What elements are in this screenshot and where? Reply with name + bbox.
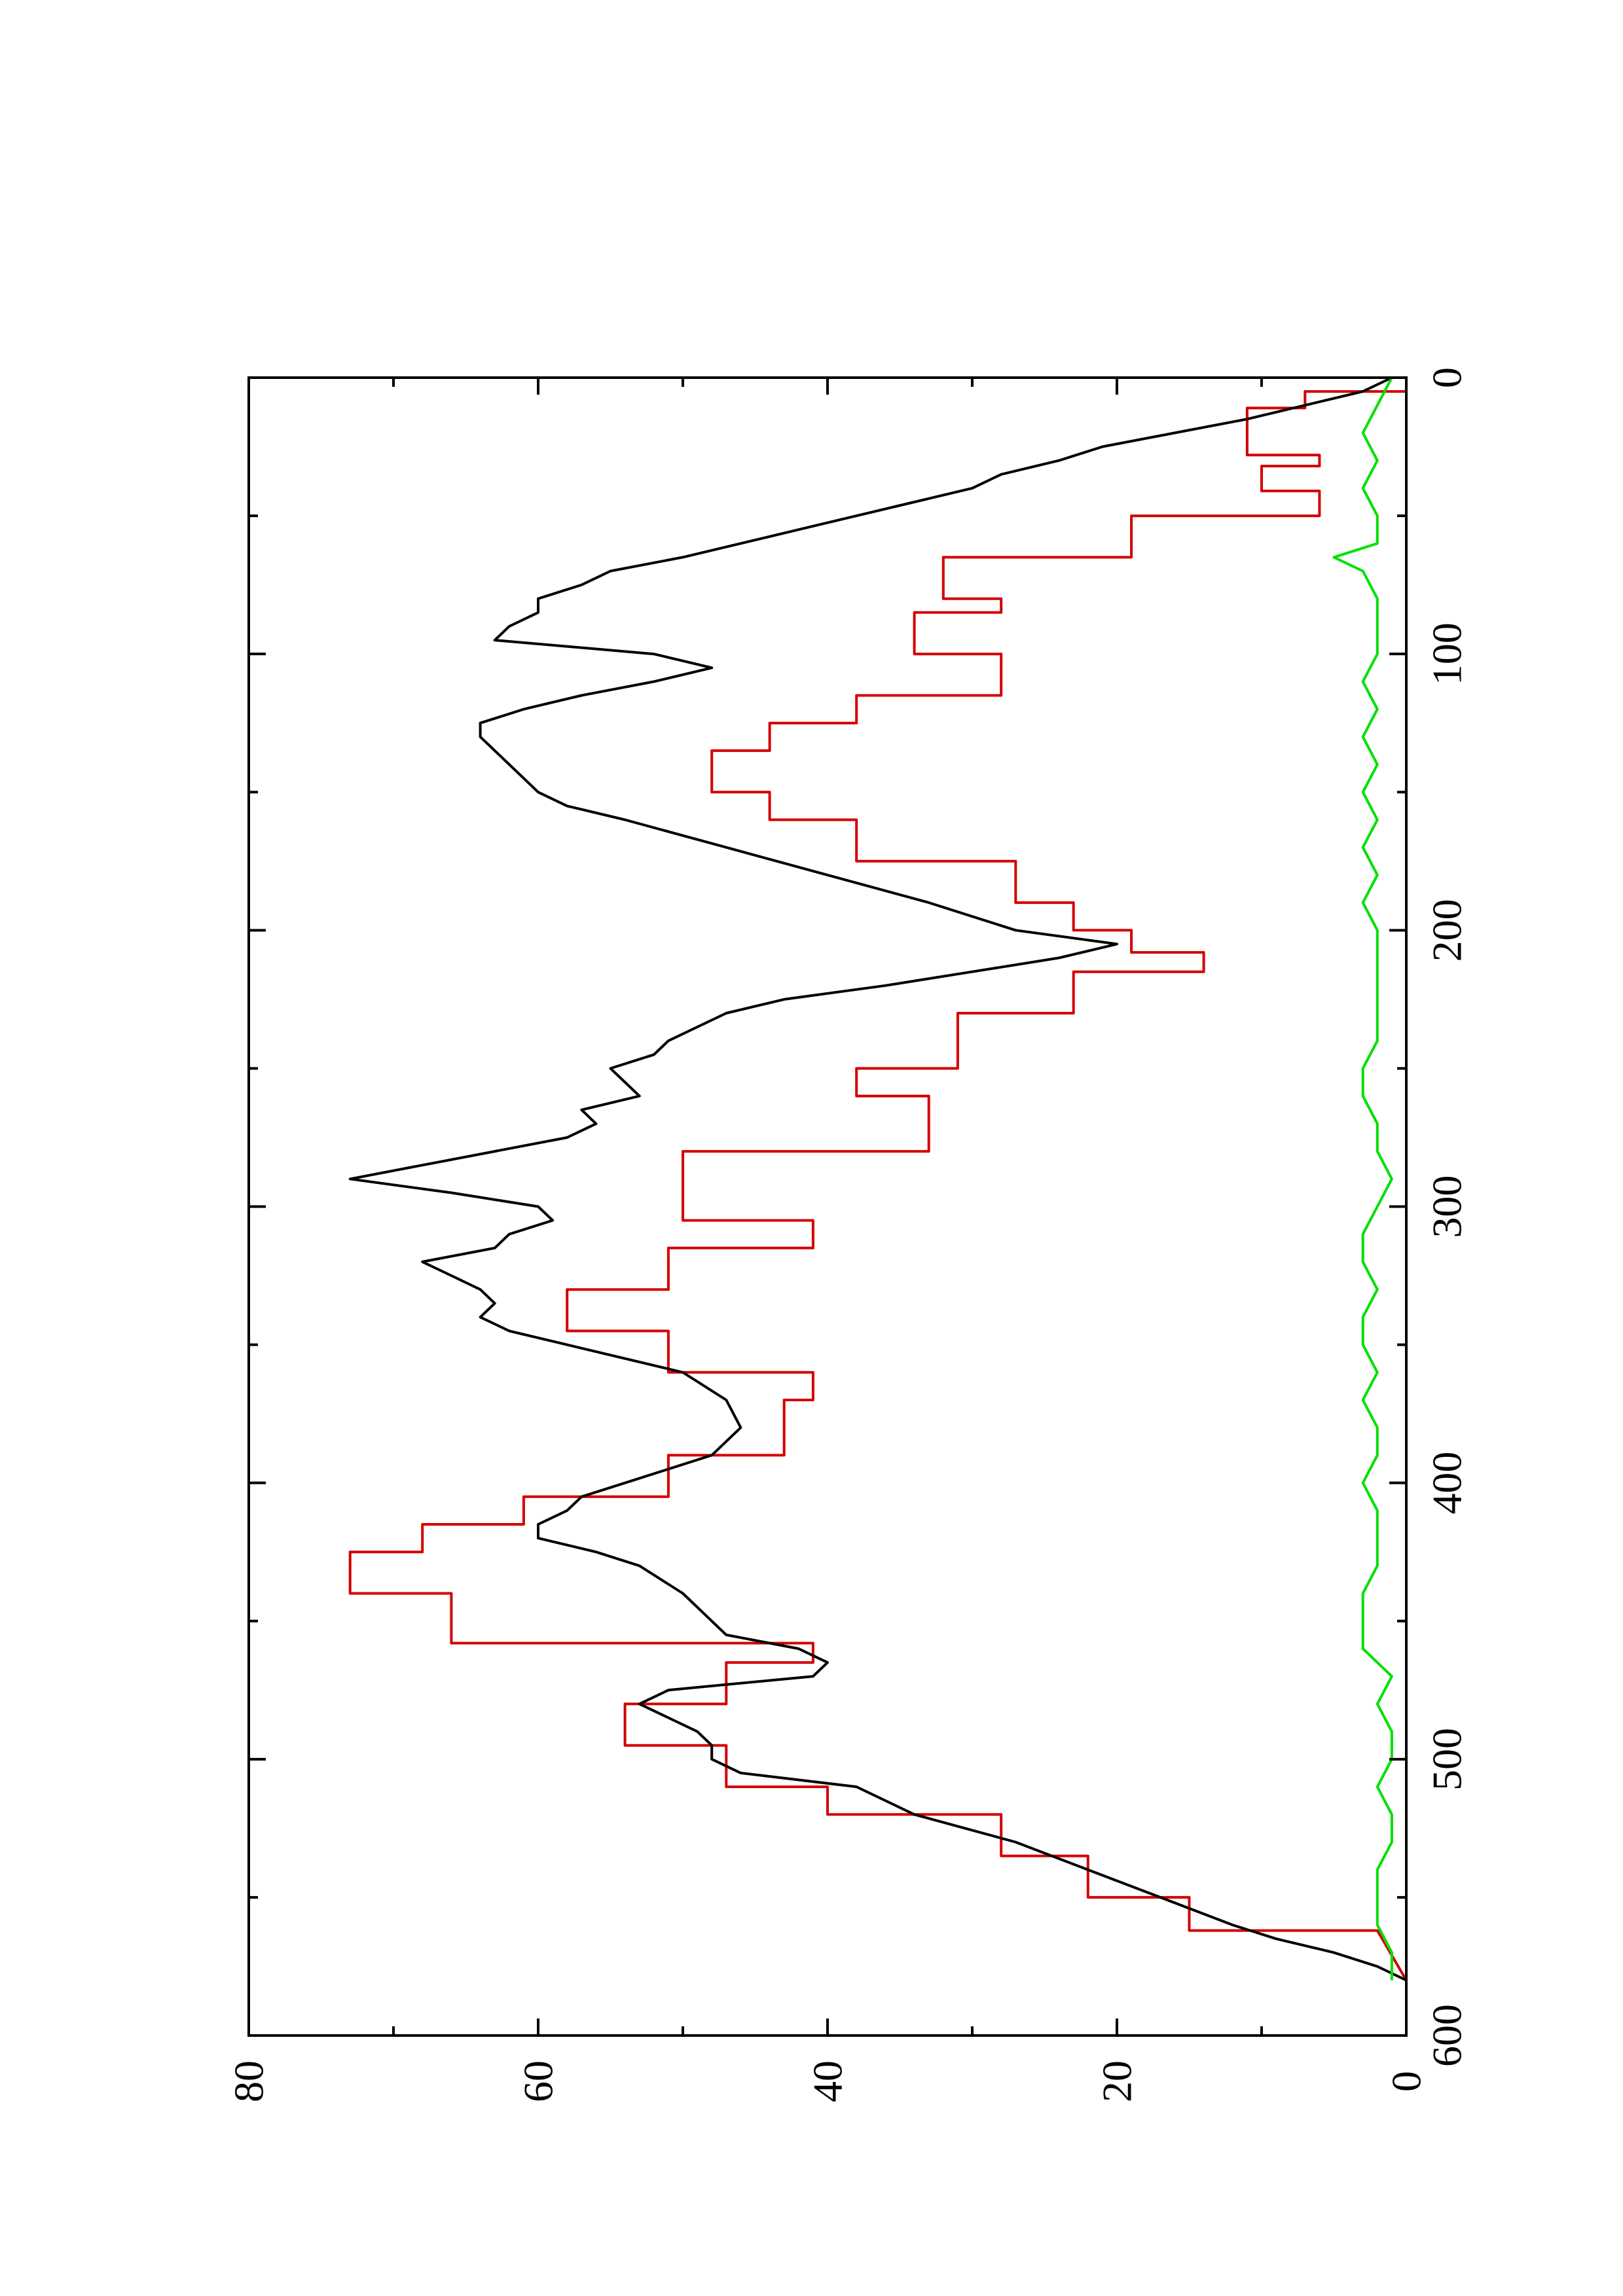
y-tick-label-20: 20 (1094, 2060, 1140, 2102)
series-line-2 (1332, 377, 1393, 1981)
labels-layer: 0 100 200 300 400 500 600 0 20 40 60 80 (226, 367, 1470, 2102)
x-tick-label-200: 200 (1424, 899, 1470, 961)
x-tick-label-300: 300 (1424, 1175, 1470, 1238)
series-layer (348, 376, 1408, 1982)
y-tick-label-80: 80 (226, 2060, 272, 2102)
series-line-1 (348, 376, 1407, 1982)
y-tick-label-40: 40 (805, 2060, 851, 2102)
series-line-0 (348, 378, 1408, 1981)
x-tick-label-100: 100 (1424, 622, 1470, 685)
x-tick-label-600: 600 (1424, 2004, 1470, 2067)
x-tick-label-500: 500 (1424, 1728, 1470, 1791)
y-tick-label-60: 60 (515, 2060, 562, 2102)
y-tick-label-0: 0 (1383, 2071, 1430, 2092)
ticks-layer (247, 376, 1408, 2037)
x-tick-label-0: 0 (1424, 367, 1470, 388)
x-tick-label-400: 400 (1424, 1452, 1470, 1515)
